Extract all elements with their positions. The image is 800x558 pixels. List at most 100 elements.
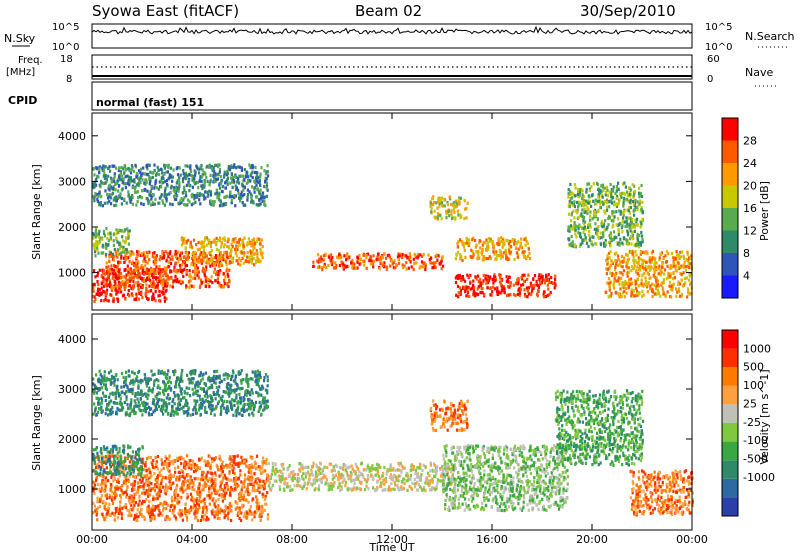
echo-cell <box>211 479 213 482</box>
echo-cell <box>182 275 184 278</box>
echo-cell <box>160 281 162 284</box>
echo-cell <box>217 163 219 166</box>
echo-cell <box>232 186 234 189</box>
echo-cell <box>493 275 495 278</box>
echo-cell <box>256 256 258 259</box>
echo-cell <box>256 195 258 198</box>
echo-cell <box>474 239 476 242</box>
echo-cell <box>242 496 244 499</box>
echo-cell <box>178 202 180 205</box>
echo-cell <box>161 291 163 294</box>
freq-label-1: Freq. <box>18 55 43 66</box>
y-tick-label: 3000 <box>58 175 86 188</box>
echo-cell <box>449 195 451 198</box>
echo-cell <box>158 280 160 283</box>
echo-cell <box>169 509 171 512</box>
echo-cell <box>202 511 204 514</box>
echo-cell <box>234 248 236 251</box>
echo-cell <box>182 457 184 460</box>
echo-cell <box>186 509 188 512</box>
echo-cell <box>231 172 233 175</box>
echo-cell <box>360 258 362 261</box>
echo-cell <box>598 200 600 203</box>
echo-cell <box>597 195 599 198</box>
echo-cell <box>167 165 169 168</box>
echo-cell <box>623 257 625 260</box>
echo-cell <box>635 253 637 256</box>
echo-cell <box>178 166 180 169</box>
echo-cell <box>649 276 651 279</box>
echo-cell <box>567 196 569 199</box>
echo-cell <box>184 512 186 515</box>
echo-cell <box>106 278 108 281</box>
echo-cell <box>675 269 677 272</box>
echo-cell <box>168 477 170 480</box>
echo-cell <box>104 189 106 192</box>
echo-cell <box>572 225 574 228</box>
echo-cell <box>157 166 159 169</box>
echo-cell <box>616 197 618 200</box>
echo-cell <box>243 193 245 196</box>
echo-cell <box>113 244 115 247</box>
echo-cell <box>640 282 642 285</box>
echo-cell <box>161 479 163 482</box>
echo-cell <box>596 232 598 235</box>
echo-cell <box>232 471 234 474</box>
echo-cell <box>448 214 450 217</box>
echo-cell <box>463 286 465 289</box>
echo-cell <box>182 191 184 194</box>
echo-cell <box>197 477 199 480</box>
echo-cell <box>634 250 636 253</box>
echo-cell <box>376 258 378 261</box>
echo-cell <box>267 170 269 173</box>
echo-cell <box>676 250 678 253</box>
echo-cell <box>267 517 269 520</box>
echo-cell <box>146 255 148 258</box>
echo-cell <box>160 268 162 271</box>
echo-cell <box>229 493 231 496</box>
echo-cell <box>507 239 509 242</box>
echo-cell <box>176 194 178 197</box>
echo-cell <box>588 195 590 198</box>
echo-cell <box>598 237 600 240</box>
echo-cell <box>107 479 109 482</box>
echo-cell <box>205 176 207 179</box>
echo-cell <box>119 247 121 250</box>
echo-cell <box>513 284 515 287</box>
echo-cell <box>105 243 107 246</box>
echo-cell <box>641 235 643 238</box>
echo-cell <box>599 206 601 209</box>
echo-cell <box>595 202 597 205</box>
echo-cell <box>658 291 660 294</box>
echo-cell <box>175 488 177 491</box>
echo-cell <box>229 262 231 265</box>
echo-cell <box>243 480 245 483</box>
colorbar-segment <box>722 186 738 209</box>
echo-cell <box>539 281 541 284</box>
echo-cell <box>251 185 253 188</box>
echo-cell <box>182 169 184 172</box>
echo-cell <box>129 284 131 287</box>
echo-cell <box>244 168 246 171</box>
echo-cell <box>134 480 136 483</box>
echo-cell <box>224 239 226 242</box>
echo-cell <box>217 468 219 471</box>
echo-cell <box>121 174 123 177</box>
echo-cell <box>205 280 207 283</box>
echo-cell <box>531 284 533 287</box>
echo-cell <box>258 191 260 194</box>
echo-cell <box>252 176 254 179</box>
echo-cell <box>129 280 131 283</box>
echo-cell <box>182 180 184 183</box>
echo-cell <box>623 201 625 204</box>
echo-cell <box>119 494 121 497</box>
echo-cell <box>132 186 134 189</box>
echo-cell <box>630 206 632 209</box>
echo-cell <box>454 218 456 221</box>
echo-cell <box>228 245 230 248</box>
echo-cell <box>172 462 174 465</box>
echo-cell <box>622 217 624 220</box>
echo-cell <box>199 490 201 493</box>
echo-cell <box>209 503 211 506</box>
